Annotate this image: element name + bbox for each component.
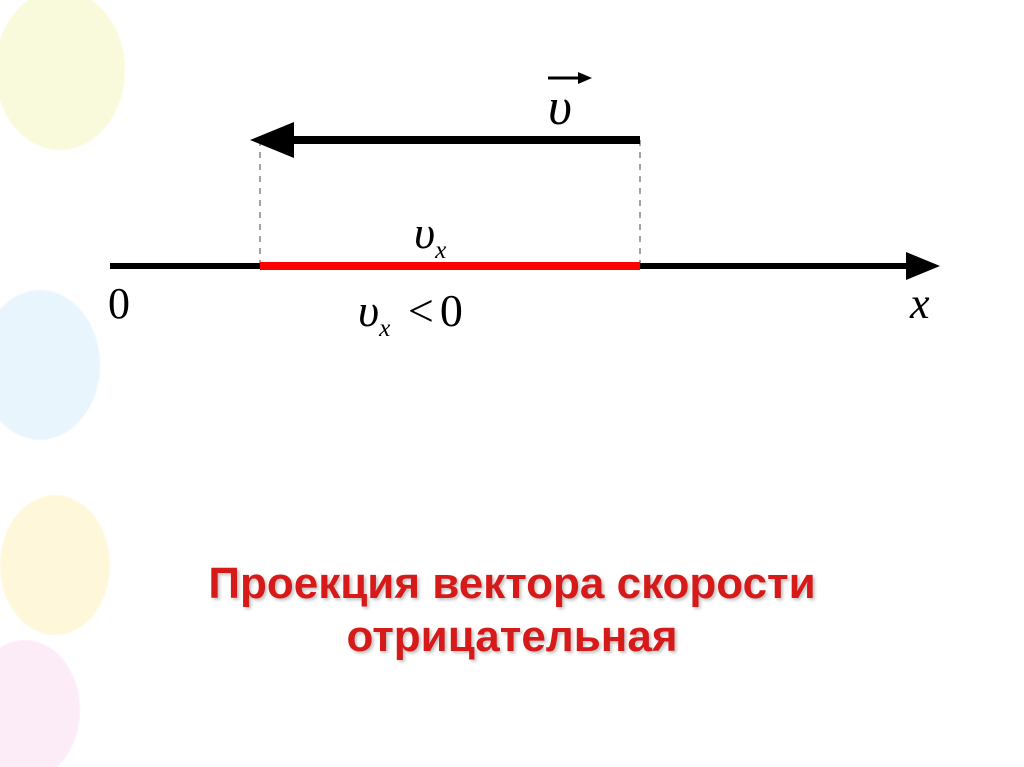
- axis-label-x: x: [910, 278, 930, 329]
- vector-symbol: υ: [548, 78, 572, 137]
- slide-caption: Проекция вектора скорости отрицательная: [0, 558, 1024, 664]
- inequality-label: υx <0: [358, 284, 463, 343]
- projection-symbol: υx: [414, 206, 446, 265]
- caption-line2: отрицательная: [346, 612, 677, 661]
- vector-hat-arrowhead: [578, 72, 592, 84]
- slide-stage: 0 x υ υx υx <0 Проекция вектора скорости…: [0, 0, 1024, 767]
- caption-line1: Проекция вектора скорости: [208, 559, 815, 608]
- x-axis-arrowhead: [906, 252, 940, 280]
- vector-projection-diagram: [0, 0, 1024, 500]
- origin-label: 0: [108, 278, 130, 329]
- velocity-vector-arrowhead: [250, 122, 294, 158]
